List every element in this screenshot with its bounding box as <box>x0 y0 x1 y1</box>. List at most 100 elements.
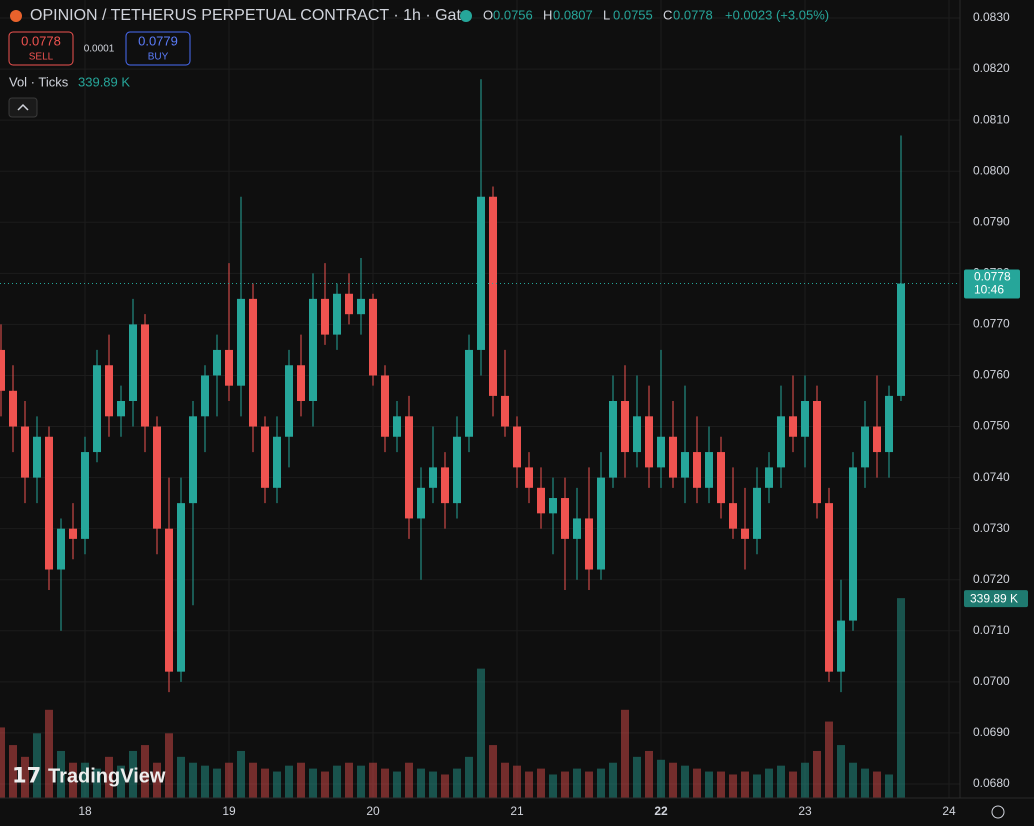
volume-bar <box>333 765 341 798</box>
sell-label[interactable]: SELL <box>29 52 54 63</box>
candle-body <box>357 298 365 315</box>
volume-bar <box>93 768 101 798</box>
volume-bar <box>861 768 869 798</box>
candle-body <box>261 426 269 488</box>
volume-bar <box>537 768 545 798</box>
candle-body <box>249 298 257 427</box>
candle-body <box>429 467 437 488</box>
volume-bar <box>117 765 125 798</box>
volume-bar <box>753 774 761 798</box>
candle-body <box>381 375 389 437</box>
candle-body <box>333 293 341 335</box>
x-tick-label: 22 <box>654 804 668 818</box>
volume-bar <box>681 765 689 798</box>
volume-bar <box>57 750 65 798</box>
ohlc-label: O <box>483 7 493 22</box>
volume-bar <box>45 709 53 798</box>
logo: TradingView <box>48 765 166 787</box>
candle-body <box>405 416 413 519</box>
candle-body <box>297 365 305 401</box>
volume-bar <box>573 768 581 798</box>
candle-body <box>657 436 665 468</box>
candle-body <box>729 503 737 529</box>
y-tick-label: 0.0720 <box>973 572 1010 586</box>
candle-body <box>489 196 497 396</box>
settings-icon[interactable] <box>991 805 1005 819</box>
candle-body <box>153 426 161 529</box>
candle-body <box>717 452 725 504</box>
buy-price[interactable]: 0.0779 <box>138 33 178 48</box>
candle-body <box>225 349 233 386</box>
volume-legend-value: 339.89 K <box>78 74 130 89</box>
candle-body <box>93 365 101 453</box>
candle-body <box>777 416 785 468</box>
candle-body <box>873 426 881 453</box>
y-tick-label: 0.0740 <box>973 470 1010 484</box>
y-tick-label: 0.0710 <box>973 623 1010 637</box>
symbol-icon <box>10 10 22 22</box>
candle-body <box>237 298 245 386</box>
volume-bar <box>717 771 725 798</box>
candle-body <box>501 395 509 427</box>
volume-bar <box>441 774 449 798</box>
candle-body <box>705 452 713 488</box>
volume-bar <box>669 762 677 798</box>
sell-button[interactable] <box>8 31 74 66</box>
volume-bar <box>705 771 713 798</box>
volume-bar <box>501 762 509 798</box>
collapse-icon[interactable] <box>17 103 29 111</box>
candle-body <box>669 436 677 478</box>
volume-bar <box>381 768 389 798</box>
volume-bar <box>801 762 809 798</box>
candle-body <box>57 528 65 570</box>
candle-body <box>453 436 461 504</box>
volume-bar <box>177 756 185 798</box>
volume-bar <box>309 768 317 798</box>
volume-legend: Vol · Ticks <box>9 74 69 89</box>
volume-bar <box>609 762 617 798</box>
axes: 0.0680 0.0690 0.0700 0.0710 0.0720 0.0730 0.07… <box>78 10 1010 818</box>
ohlc-value: 0.0755 <box>613 7 653 22</box>
candle-body <box>585 518 593 570</box>
ohlc: O 0.0756 H 0.0807 L 0.0755 C 0.0778 <box>483 7 713 22</box>
candle-body <box>633 416 641 453</box>
y-tick-label: 0.0810 <box>973 112 1010 126</box>
volume-bar <box>477 668 485 798</box>
x-tick-label: 23 <box>798 804 812 818</box>
volume-bar <box>633 756 641 798</box>
candle-body <box>69 528 77 539</box>
volume-bar <box>405 762 413 798</box>
candle-body <box>621 401 629 453</box>
x-tick-label: 20 <box>366 804 380 818</box>
candle-body <box>201 375 209 417</box>
y-tick-label: 0.0790 <box>973 214 1010 228</box>
price-tag-value: 0.0778 <box>974 270 1011 284</box>
volume-bar <box>249 762 257 798</box>
candle-body <box>309 298 317 401</box>
buy-button[interactable] <box>125 31 191 66</box>
candle-body <box>129 324 137 401</box>
volume-bar <box>429 771 437 798</box>
price-tag-countdown: 10:46 <box>974 283 1004 297</box>
volume-bar <box>729 774 737 798</box>
buy-label[interactable]: BUY <box>148 52 169 63</box>
candle-body <box>105 365 113 417</box>
volume-bar <box>837 745 845 798</box>
collapse-button[interactable] <box>8 97 38 118</box>
volume-bar <box>105 756 113 798</box>
sell-price[interactable]: 0.0778 <box>21 33 61 48</box>
candle-body <box>393 416 401 437</box>
x-tick-label: 19 <box>222 804 236 818</box>
volume-bar <box>33 733 41 798</box>
logo-mark: 𝟭𝟳 <box>12 765 41 788</box>
candle-body <box>597 477 605 570</box>
y-tick-label: 0.0680 <box>973 776 1010 790</box>
volume-bar <box>741 771 749 798</box>
candle-body <box>861 426 869 468</box>
candle-body <box>681 452 689 478</box>
ohlc-label: L <box>603 7 610 22</box>
volume-bar <box>825 721 833 798</box>
volume-bar <box>225 762 233 798</box>
volume-bar <box>513 765 521 798</box>
candle-body <box>21 426 29 478</box>
